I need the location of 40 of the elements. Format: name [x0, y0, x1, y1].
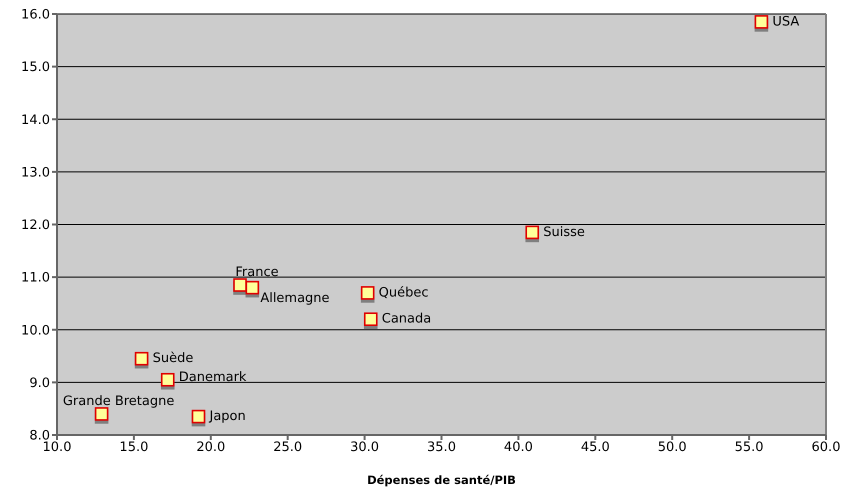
point — [360, 286, 374, 300]
x-tick-label: 10.0 — [42, 440, 72, 456]
annotation: Québec — [378, 285, 429, 300]
x-tick-label: 40.0 — [504, 440, 533, 456]
y-tick-label: 10.0 — [21, 323, 50, 338]
point — [233, 278, 247, 292]
y-tick-label: 14.0 — [21, 112, 50, 128]
x-tick-label: 55.0 — [734, 440, 764, 456]
x-tick-label: 25.0 — [273, 440, 302, 456]
x-tick-label: 45.0 — [580, 440, 610, 456]
annotation: Suède — [152, 351, 194, 366]
x-tick-label: 30.0 — [350, 440, 380, 456]
point — [94, 407, 108, 421]
y-tick-label: 9.0 — [29, 376, 50, 391]
point — [160, 372, 175, 387]
annotation: Grande Bretagne — [62, 394, 174, 409]
point — [246, 280, 260, 294]
annotation: Suisse — [543, 224, 585, 240]
x-tick-label: 35.0 — [427, 440, 456, 456]
y-tick-label: 13.0 — [21, 165, 50, 180]
x-tick-label: 60.0 — [812, 440, 840, 456]
x-tick-label: 20.0 — [196, 440, 226, 456]
annotation: Japon — [208, 409, 246, 424]
y-tick-label: 15.0 — [21, 60, 50, 76]
annotation: France — [235, 265, 279, 280]
x-axis-title: Dépenses de santé/PIB — [367, 473, 516, 487]
x-tick-label: 15.0 — [119, 440, 148, 456]
point — [364, 312, 378, 326]
y-tick-label: 11.0 — [21, 270, 50, 286]
annotation: Danemark — [178, 370, 247, 386]
point — [754, 15, 768, 29]
annotation: Allemagne — [260, 291, 330, 306]
point — [525, 226, 540, 240]
point — [134, 352, 148, 366]
annotation: Canada — [382, 312, 432, 327]
y-tick-label: 12.0 — [21, 218, 50, 234]
x-tick-label: 50.0 — [658, 440, 687, 456]
point — [192, 410, 206, 424]
annotation: USA — [772, 14, 800, 30]
y-tick-label: 16.0 — [21, 8, 50, 23]
